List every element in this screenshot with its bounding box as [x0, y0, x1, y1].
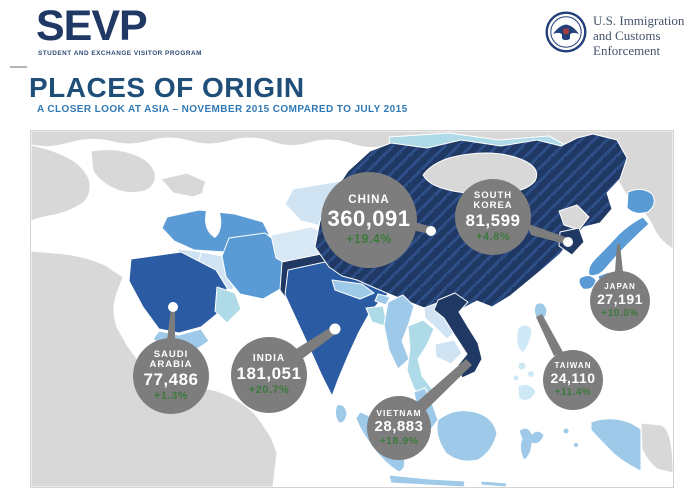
country-label: CHINA	[348, 194, 390, 207]
percent-change: +18.9%	[379, 435, 419, 448]
map-region-papua-new-guinea	[640, 422, 673, 474]
agency-line: and Customs	[593, 28, 661, 44]
map-region-thailand	[406, 319, 435, 401]
map-region-myanmar	[383, 294, 415, 370]
student-count: 360,091	[327, 206, 411, 232]
bubble-china: CHINA 360,091 +19.4%	[321, 172, 417, 268]
map-region-oman	[214, 286, 242, 324]
country-label: JAPAN	[604, 281, 636, 291]
map-region-nepal	[331, 279, 375, 300]
sevp-logo: SEVP	[36, 2, 148, 50]
country-label: INDIA	[252, 352, 286, 364]
anchor-dot-saudi-arabia	[168, 302, 178, 312]
bubble-saudi-arabia: SAUDI ARABIA 77,486 +1.3%	[133, 338, 209, 414]
bubble-india: INDIA 181,051 +20.7%	[231, 337, 307, 413]
pointer-line-japan	[615, 244, 623, 272]
percent-change: +10.0%	[601, 307, 639, 319]
map-region-philippines	[512, 324, 537, 401]
map-region-saudi-arabia	[128, 251, 228, 334]
anchor-dot-india	[329, 323, 341, 335]
map-region-north-korea	[558, 204, 590, 231]
country-label: SAUDI ARABIA	[149, 348, 193, 370]
pointer-line-saudi-arabia	[167, 308, 175, 340]
map-region-taiwan	[533, 302, 548, 321]
bubble-japan: JAPAN 27,191 +10.0%	[590, 271, 650, 331]
student-count: 81,599	[465, 210, 521, 230]
bubble-taiwan: TAIWAN 24,110 +11.4%	[543, 350, 603, 410]
map-region-europe	[31, 144, 91, 222]
page-subtitle: A CLOSER LOOK AT ASIA – NOVEMBER 2015 CO…	[37, 104, 408, 115]
dhs-seal-icon	[545, 11, 587, 53]
pointer-line-vietnam	[417, 359, 472, 411]
bubble-anchor-dots	[168, 226, 573, 335]
map-region-bhutan	[374, 293, 391, 306]
student-count: 24,110	[550, 370, 596, 387]
student-count: 181,051	[236, 364, 302, 384]
page-title: PLACES OF ORIGIN	[29, 72, 305, 103]
map-region-caucasus	[160, 172, 210, 198]
percent-change: +11.4%	[554, 386, 592, 398]
asia-map: CHINA 360,091 +19.4% SOUTH KOREA 81,599 …	[30, 130, 674, 488]
header-dash-decoration	[10, 66, 27, 68]
anchor-dot-south-korea	[563, 237, 573, 247]
map-region-cambodia	[434, 339, 463, 365]
bubble-south-korea: SOUTH KOREA 81,599 +4.8%	[455, 179, 531, 255]
agency-line: Enforcement	[593, 43, 661, 59]
sevp-logo-tagline: STUDENT AND EXCHANGE VISITOR PROGRAM	[38, 50, 202, 57]
percent-change: +19.4%	[346, 231, 392, 246]
map-region-east-europe	[90, 149, 156, 194]
bubble-pointers	[167, 222, 623, 411]
pointer-line-india	[296, 326, 337, 359]
percent-change: +20.7%	[248, 383, 290, 396]
student-count: 77,486	[143, 369, 199, 389]
country-label: SOUTH KOREA	[473, 189, 513, 211]
agency-name: U.S. Immigration and Customs Enforcement	[593, 13, 684, 58]
agency-line: U.S. Immigration	[593, 13, 685, 28]
percent-change: +4.8%	[476, 230, 510, 243]
caspian-sea	[202, 183, 222, 238]
percent-change: +1.3%	[154, 389, 188, 402]
pointer-line-south-korea	[526, 223, 569, 245]
bubble-vietnam: VIETNAM 28,883 +18.9%	[367, 396, 431, 460]
student-count: 27,191	[597, 291, 643, 308]
student-count: 28,883	[374, 417, 424, 435]
country-label: TAIWAN	[554, 360, 592, 370]
pointer-line-taiwan	[536, 314, 563, 356]
map-region-sri-lanka	[334, 404, 348, 424]
country-label: VIETNAM	[376, 407, 422, 418]
anchor-dot-china	[426, 226, 436, 236]
map-region-vietnam	[433, 292, 483, 379]
